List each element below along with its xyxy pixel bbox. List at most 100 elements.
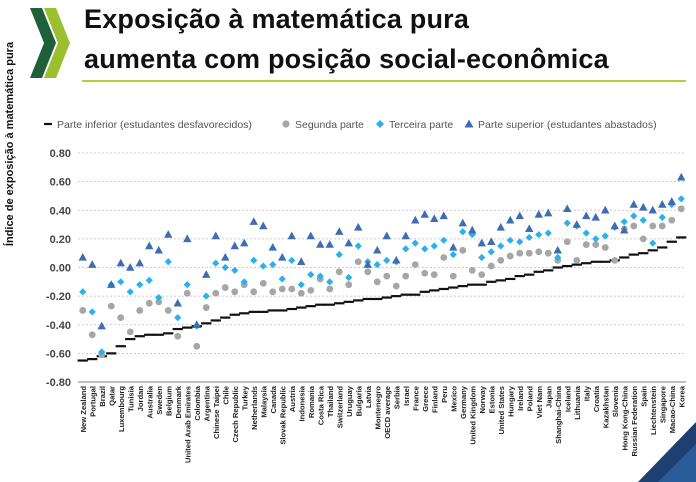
data-point-top-quarter [126, 263, 135, 271]
data-point-top-quarter [553, 245, 562, 254]
data-point-third-quarter [440, 236, 448, 244]
data-point-third-quarter [430, 242, 438, 250]
data-point-second-quarter [117, 314, 125, 321]
data-point-third-quarter [174, 313, 182, 322]
x-tick-label: Montenegro [373, 386, 382, 430]
x-tick-label: Viet Nam [535, 386, 544, 419]
data-point-top-quarter [373, 245, 382, 254]
data-point-third-quarter [136, 281, 144, 289]
x-tick-label: Slovak Republic [278, 386, 287, 445]
data-point-top-quarter [116, 258, 125, 267]
data-point-second-quarter [592, 241, 600, 249]
y-tick-label: -0.60 [46, 348, 71, 360]
oecd-logo-icon [30, 8, 70, 78]
data-point-second-quarter [677, 205, 685, 213]
x-tick-label: Mexico [449, 386, 458, 412]
data-point-second-quarter [164, 307, 172, 314]
data-point-top-quarter [287, 231, 296, 240]
data-point-second-quarter [136, 307, 144, 314]
data-point-third-quarter [497, 242, 505, 250]
x-tick-label: United Kingdom [468, 386, 477, 445]
data-point-third-quarter [592, 235, 600, 243]
data-point-second-quarter [202, 304, 210, 311]
data-point-third-quarter [383, 256, 391, 264]
x-tick-label: Luxembourg [117, 386, 126, 432]
x-tick-label: Netherlands [250, 386, 259, 430]
data-point-third-quarter [677, 195, 685, 203]
data-point-second-quarter [478, 271, 486, 279]
x-tick-label: United States [497, 386, 506, 435]
x-tick-label: Korea [677, 385, 686, 407]
x-tick-label: Shanghai-China [554, 385, 563, 444]
x-tick-label: Tunisia [126, 385, 135, 412]
data-point-third-quarter [449, 251, 457, 259]
data-point-third-quarter [487, 248, 495, 256]
data-point-top-quarter [192, 320, 201, 328]
data-point-top-quarter [221, 252, 230, 261]
data-point-top-quarter [667, 197, 676, 205]
data-point-second-quarter [516, 249, 524, 257]
data-point-top-quarter [335, 227, 344, 235]
data-point-second-quarter [79, 307, 87, 314]
x-tick-label: Indonesia [297, 385, 306, 421]
y-tick-label: 0.60 [50, 177, 71, 189]
data-point-third-quarter [411, 239, 419, 247]
data-point-second-quarter [611, 256, 619, 264]
x-tick-label: Poland [525, 386, 534, 412]
data-point-third-quarter [601, 232, 609, 240]
x-tick-label: Argentina [202, 385, 211, 421]
data-point-third-quarter [345, 273, 353, 282]
x-tick-label: Chile [221, 386, 230, 405]
legend-marker-triangle [464, 119, 474, 128]
data-point-top-quarter [145, 241, 154, 250]
data-point-third-quarter [373, 261, 381, 269]
data-point-top-quarter [629, 200, 638, 208]
x-tick-label: Liechtenstein [649, 386, 658, 435]
data-point-top-quarter [534, 210, 543, 218]
x-tick-label: Jordan [136, 386, 145, 412]
data-point-second-quarter [193, 342, 201, 350]
data-point-third-quarter [98, 348, 106, 356]
data-point-third-quarter [288, 256, 296, 264]
data-point-second-quarter [449, 272, 457, 280]
data-point-third-quarter [164, 258, 172, 266]
data-point-top-quarter [658, 200, 667, 208]
data-point-top-quarter [173, 298, 182, 307]
data-point-second-quarter [155, 298, 163, 306]
data-point-second-quarter [269, 288, 277, 296]
data-point-second-quarter [573, 256, 581, 264]
data-point-second-quarter [402, 272, 410, 280]
data-point-top-quarter [506, 215, 515, 224]
data-point-top-quarter [392, 255, 401, 264]
data-point-third-quarter [478, 253, 486, 262]
data-point-third-quarter [544, 229, 552, 237]
data-point-third-quarter [221, 263, 229, 272]
data-point-third-quarter [335, 251, 343, 259]
data-point-second-quarter [345, 281, 353, 289]
data-point-top-quarter [278, 252, 287, 261]
data-point-second-quarter [392, 282, 400, 290]
data-point-top-quarter [259, 221, 268, 230]
x-tick-label: Brazil [98, 386, 107, 407]
data-point-second-quarter [497, 256, 505, 264]
data-point-second-quarter [354, 258, 362, 266]
data-point-top-quarter [430, 214, 439, 223]
x-tick-label: Peru [440, 386, 449, 403]
data-point-third-quarter [297, 281, 305, 289]
data-point-third-quarter [658, 213, 666, 222]
x-tick-label: Colombia [193, 385, 202, 420]
x-tick-label: Qatar [107, 386, 116, 406]
x-tick-label: Belgium [164, 386, 173, 416]
x-tick-label: Serbia [392, 385, 401, 409]
data-point-second-quarter [297, 289, 305, 297]
data-point-third-quarter [250, 256, 258, 264]
data-point-second-quarter [658, 222, 666, 230]
data-point-third-quarter [183, 281, 191, 289]
data-point-second-quarter [259, 279, 267, 287]
x-tick-label: Australia [145, 385, 154, 418]
data-point-third-quarter [459, 228, 467, 236]
data-point-second-quarter [145, 299, 153, 307]
data-point-top-quarter [363, 260, 372, 268]
x-tick-label: Singapore [658, 386, 667, 423]
data-point-top-quarter [648, 205, 657, 214]
